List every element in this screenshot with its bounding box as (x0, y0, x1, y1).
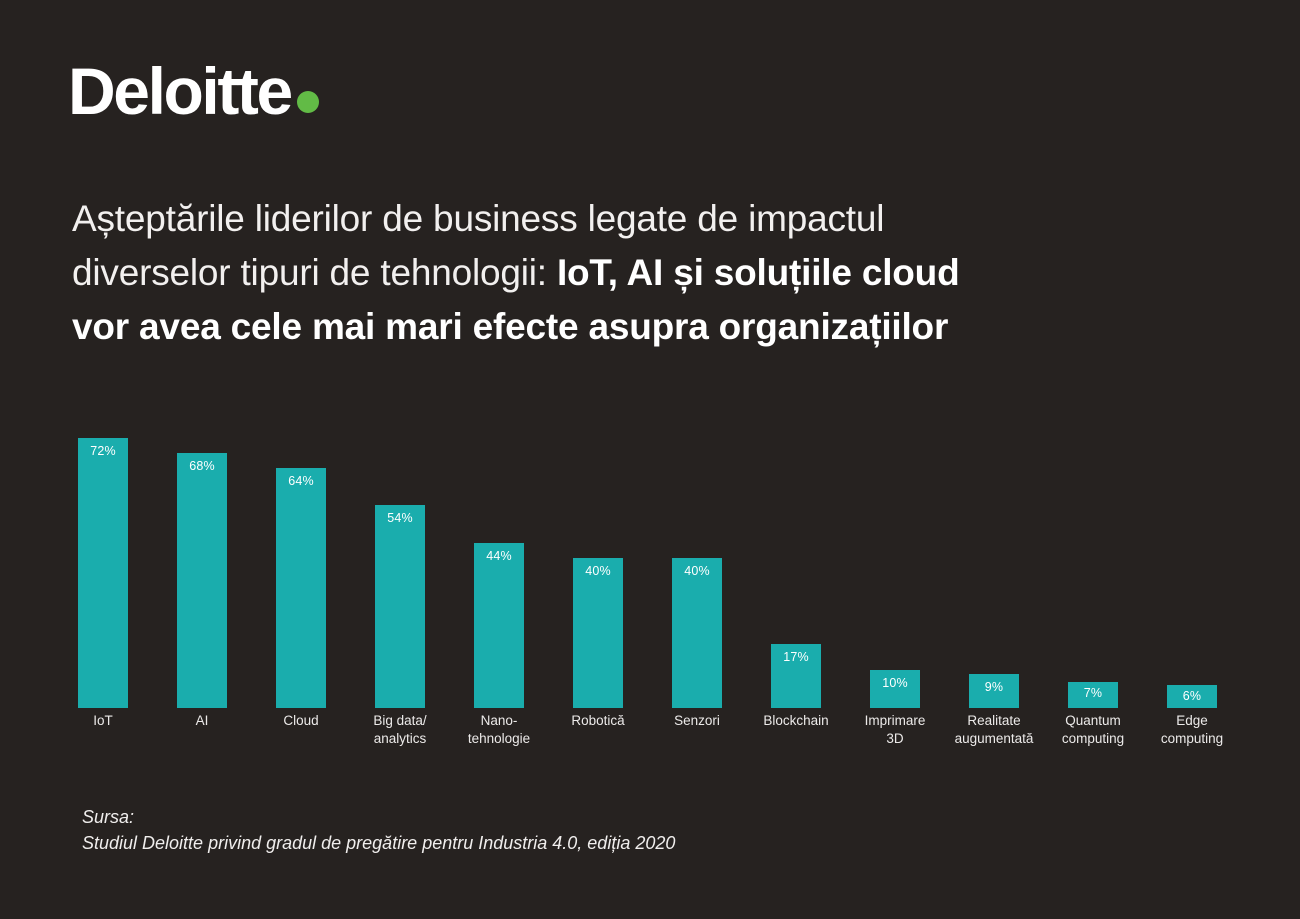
bar[interactable]: 72% (78, 438, 128, 708)
bar-value-label: 6% (1182, 689, 1202, 703)
source-label: Sursa: (82, 807, 135, 827)
bar-category-label: Realitate augumentată (954, 713, 1034, 746)
bar-column: 6% (1143, 438, 1242, 708)
bar-value-label: 7% (1083, 686, 1103, 700)
bar-group: 64% Cloud (252, 438, 351, 728)
bar-group: 40% Robotică (549, 438, 648, 728)
bar-value-label: 68% (189, 459, 215, 473)
bar-category-label: Quantum computing (1061, 713, 1125, 746)
bar-group: 9% Realitate augumentată (945, 438, 1044, 746)
headline-line-1: Așteptările liderilor de business legate… (72, 198, 885, 239)
bar-group: 54% Big data/ analytics (351, 438, 450, 746)
bar-group: 17% Blockchain (747, 438, 846, 728)
bar-column: 40% (549, 438, 648, 708)
bar-category-label: Senzori (674, 713, 720, 728)
headline-line-2-bold: IoT, AI și soluțiile cloud (556, 252, 960, 293)
bar[interactable]: 6% (1167, 685, 1217, 708)
bar-value-label: 64% (288, 474, 314, 488)
bar[interactable]: 40% (573, 558, 623, 708)
bar-column: 17% (747, 438, 846, 708)
bar-value-label: 40% (684, 564, 710, 578)
bar-category-label: Nano- tehnologie (467, 713, 531, 746)
bar-category-label: Imprimare 3D (864, 713, 926, 746)
bar-column: 44% (450, 438, 549, 708)
bar[interactable]: 64% (276, 468, 326, 708)
logo-wordmark: Deloitte (68, 54, 293, 128)
bar-column: 9% (945, 438, 1044, 708)
bar[interactable]: 40% (672, 558, 722, 708)
bar[interactable]: 44% (474, 543, 524, 708)
bar-group: 10% Imprimare 3D (846, 438, 945, 746)
bar-value-label: 44% (486, 549, 512, 563)
bar-category-label: IoT (93, 713, 113, 728)
bar-category-label: Robotică (571, 713, 625, 728)
bar-value-label: 72% (90, 444, 116, 458)
bar-column: 54% (351, 438, 450, 708)
bar-group: 6% Edge computing (1143, 438, 1242, 746)
bar-group: 72% IoT (54, 438, 153, 728)
bar-column: 10% (846, 438, 945, 708)
headline-line-3-bold: vor avea cele mai mari efecte asupra org… (72, 306, 949, 347)
bar-category-label: Cloud (283, 713, 319, 728)
bar[interactable]: 9% (969, 674, 1019, 708)
deloitte-logo: Deloitte (68, 58, 319, 124)
bar-value-label: 54% (387, 511, 413, 525)
page-title: Așteptările liderilor de business legate… (72, 192, 1252, 354)
brand-dot-icon (296, 91, 319, 113)
bar-category-label: Blockchain (763, 713, 829, 728)
bar[interactable]: 68% (177, 453, 227, 708)
bar[interactable]: 10% (870, 670, 920, 708)
bar-group: 7% Quantum computing (1044, 438, 1143, 746)
bar-column: 64% (252, 438, 351, 708)
bar-value-label: 17% (783, 650, 809, 664)
bar-value-label: 9% (984, 680, 1004, 694)
bar-column: 7% (1044, 438, 1143, 708)
bar-group: 68% AI (153, 438, 252, 728)
bar[interactable]: 54% (375, 505, 425, 708)
bar[interactable]: 7% (1068, 682, 1118, 708)
bar-category-label: AI (195, 713, 209, 728)
bar-column: 40% (648, 438, 747, 708)
bar-value-label: 40% (585, 564, 611, 578)
bar[interactable]: 17% (771, 644, 821, 708)
source-text: Studiul Deloitte privind gradul de pregă… (82, 833, 676, 853)
bar-group: 40% Senzori (648, 438, 747, 728)
source-note: Sursa: Studiul Deloitte privind gradul d… (82, 804, 675, 856)
headline-line-2-light: diverselor tipuri de tehnologii: (72, 252, 557, 293)
bar-category-label: Edge computing (1160, 713, 1224, 746)
bar-column: 68% (153, 438, 252, 708)
bar-value-label: 10% (882, 676, 908, 690)
bar-column: 72% (54, 438, 153, 708)
bar-group: 44% Nano- tehnologie (450, 438, 549, 746)
bar-category-label: Big data/ analytics (373, 713, 427, 746)
